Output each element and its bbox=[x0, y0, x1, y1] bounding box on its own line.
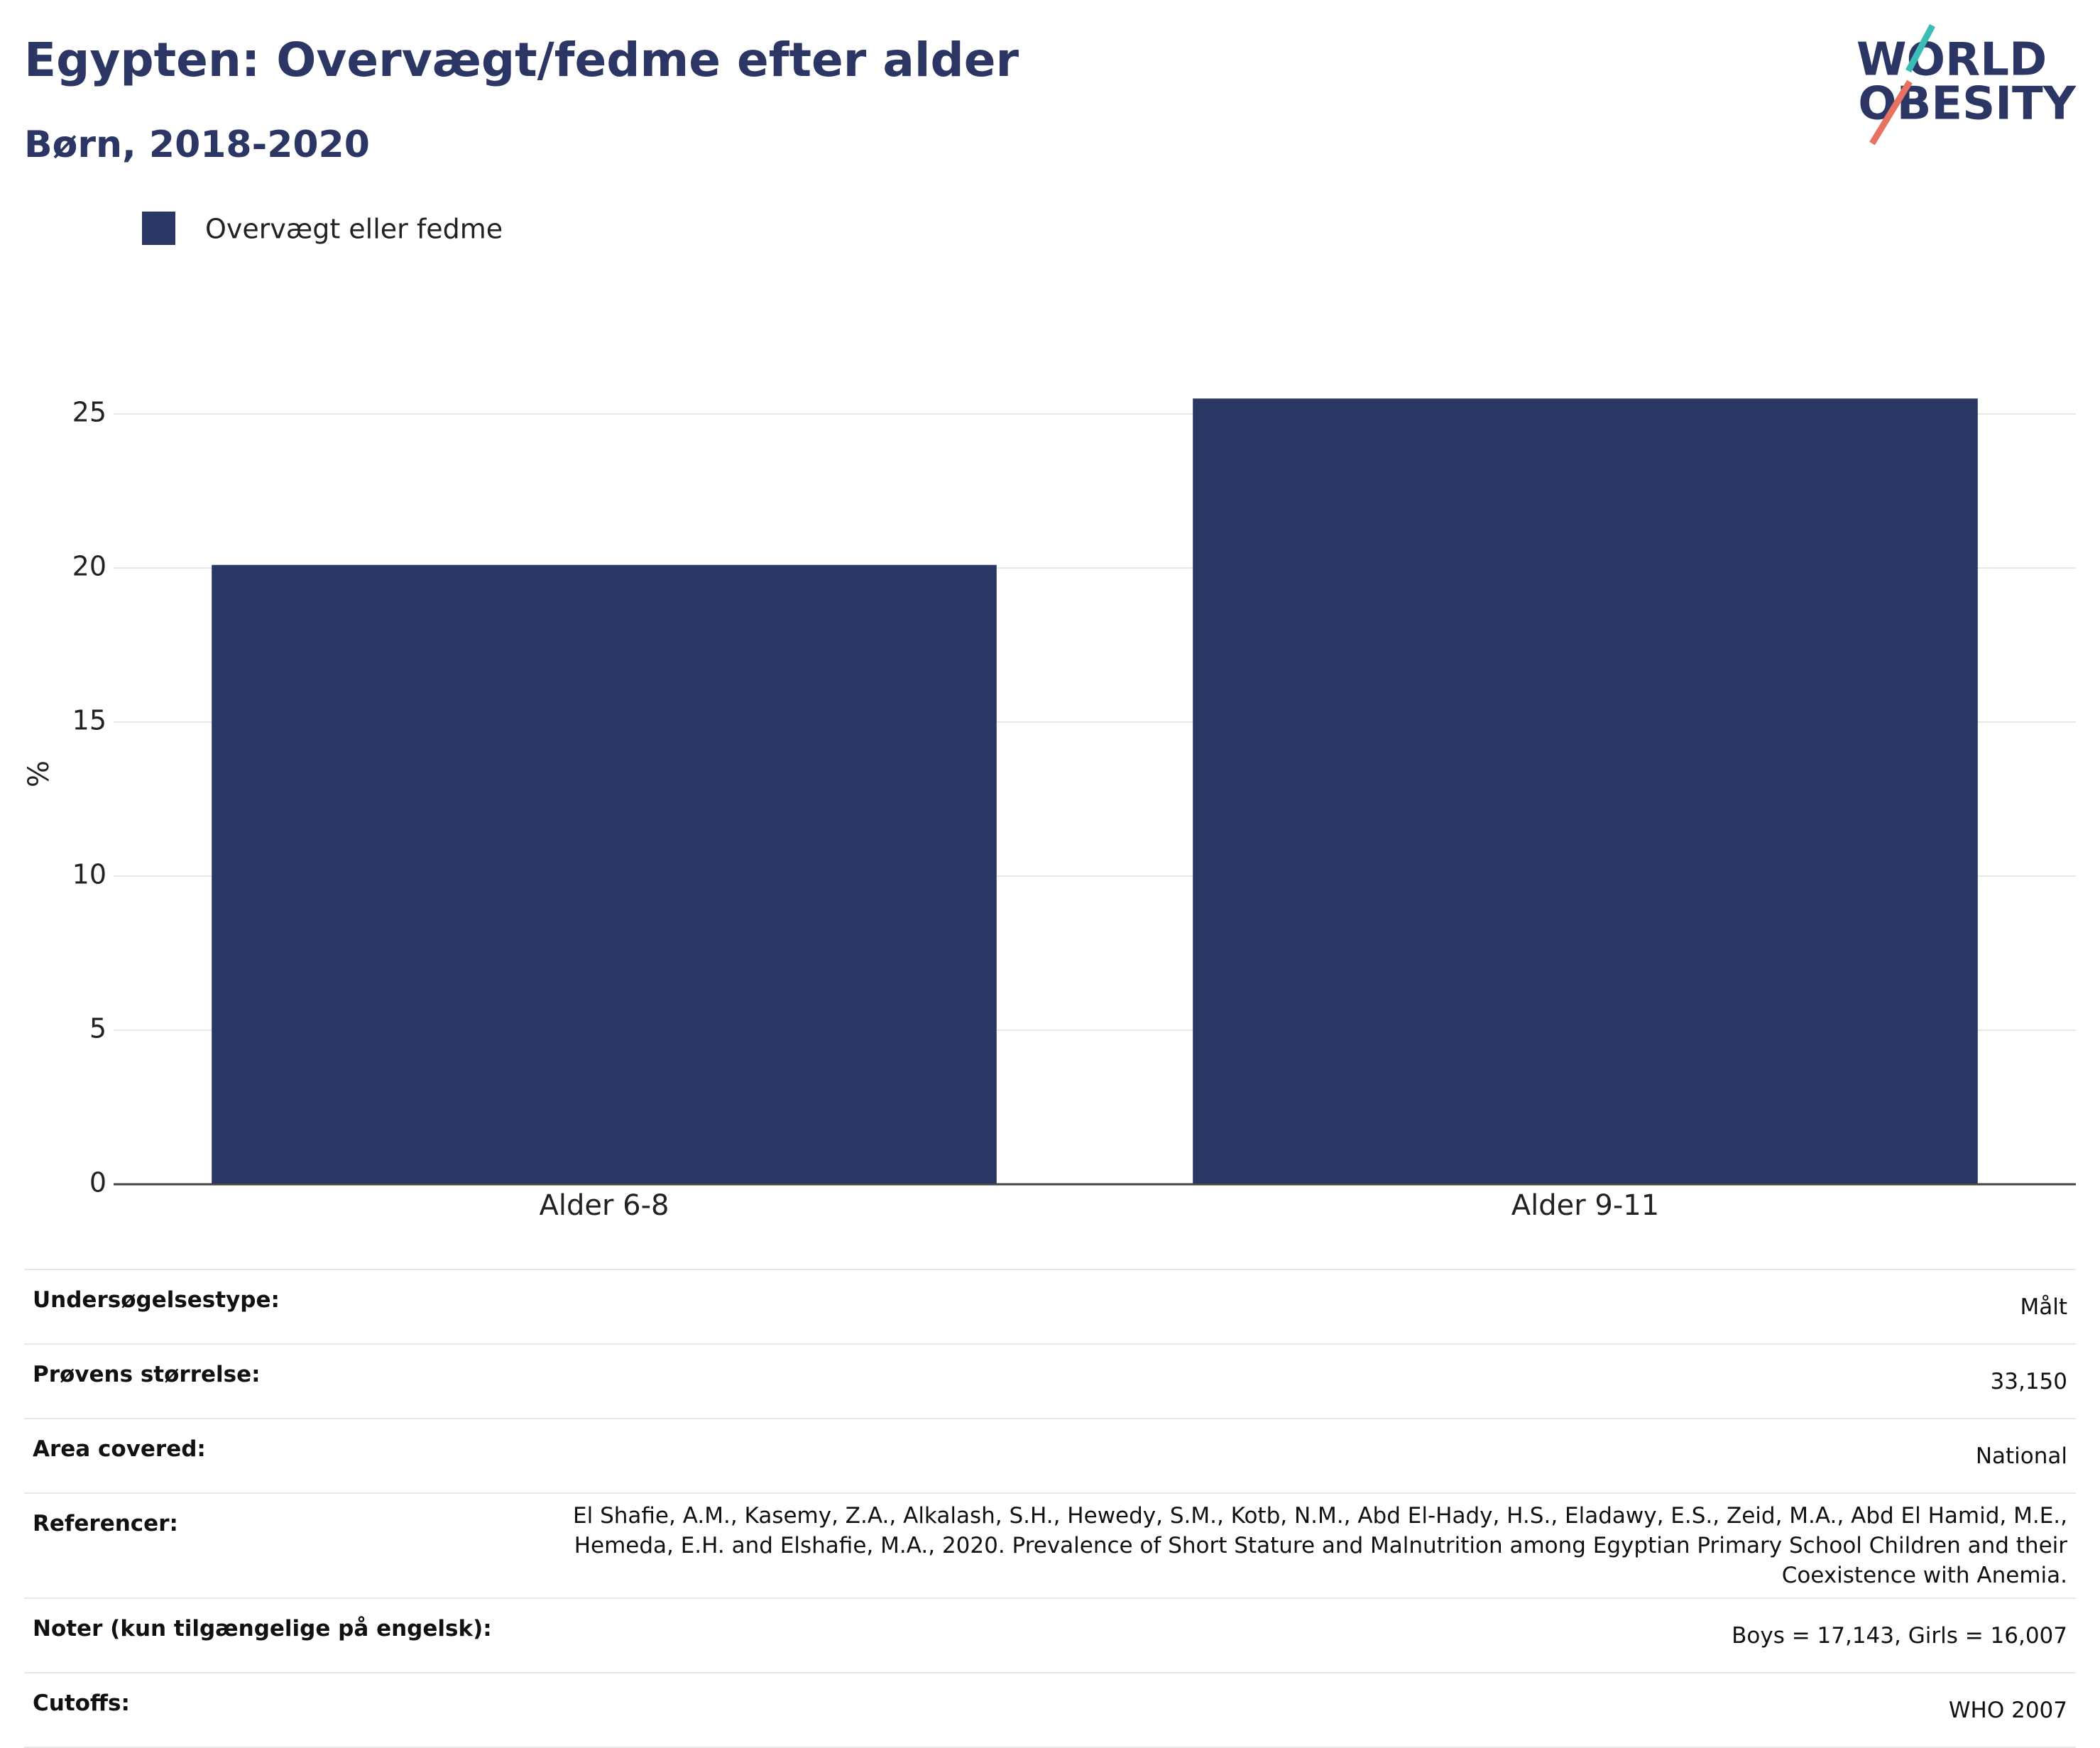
info-key: Referencer: bbox=[24, 1492, 506, 1599]
y-tick-label: 10 bbox=[72, 859, 106, 890]
info-value: Målt bbox=[505, 1269, 2076, 1345]
info-value: National bbox=[505, 1418, 2076, 1494]
info-row: Prøvens størrelse: 33,150 bbox=[24, 1343, 2076, 1419]
bar bbox=[212, 564, 997, 1184]
info-text: Noter (kun tilgængelige på engelsk): bbox=[33, 1616, 492, 1642]
y-axis-title: % bbox=[23, 760, 55, 787]
info-key: Undersøgelsestype: bbox=[24, 1269, 506, 1345]
info-value: 33,150 bbox=[505, 1343, 2076, 1419]
info-text: 33,150 bbox=[1990, 1368, 2067, 1394]
info-row: Area covered: National bbox=[24, 1418, 2076, 1494]
logo-slash bbox=[1905, 23, 1935, 73]
y-tick-label: 20 bbox=[72, 551, 106, 582]
info-text: Prøvens størrelse: bbox=[33, 1362, 261, 1387]
info-text: El Shafie, A.M., Kasemy, Z.A., Alkalash,… bbox=[573, 1503, 2067, 1588]
info-text: Cutoffs: bbox=[33, 1690, 130, 1716]
info-text: Referencer: bbox=[33, 1511, 178, 1536]
logo-slash bbox=[1869, 80, 1913, 146]
chart-title: Egypten: Overvægt/fedme efter alder bbox=[24, 33, 1019, 87]
info-row: Cutoffs: WHO 2007 bbox=[24, 1672, 2076, 1748]
info-key: Prøvens størrelse: bbox=[24, 1343, 506, 1419]
info-text: Målt bbox=[2020, 1294, 2067, 1320]
info-text: Boys = 17,143, Girls = 16,007 bbox=[1732, 1622, 2067, 1649]
logo-text: WORLD bbox=[1856, 34, 2047, 87]
bar bbox=[1193, 398, 1978, 1184]
chart-subtitle: Børn, 2018-2020 bbox=[24, 124, 370, 166]
info-table: Undersøgelsestype: Målt Prøvens størrelse:… bbox=[24, 1269, 2076, 1748]
y-tick-label: 15 bbox=[72, 705, 106, 736]
info-row: Undersøgelsestype: Målt bbox=[24, 1269, 2076, 1345]
x-tick-label: Alder 9-11 bbox=[1511, 1189, 1659, 1222]
y-tick-label: 25 bbox=[72, 397, 106, 428]
legend-label: Overvægt eller fedme bbox=[205, 214, 503, 245]
info-row: Noter (kun tilgængelige på engelsk): Boys… bbox=[24, 1597, 2076, 1673]
info-value: WHO 2007 bbox=[505, 1672, 2076, 1748]
info-row: Referencer: El Shafie, A.M., Kasemy, Z.A.… bbox=[24, 1492, 2076, 1599]
logo-text: OBESITY bbox=[1858, 78, 2076, 131]
info-key: Area covered: bbox=[24, 1418, 506, 1494]
info-value: El Shafie, A.M., Kasemy, Z.A., Alkalash,… bbox=[505, 1492, 2076, 1599]
info-text: National bbox=[1975, 1443, 2067, 1469]
info-text: Undersøgelsestype: bbox=[33, 1287, 280, 1313]
x-tick-label: Alder 6-8 bbox=[540, 1189, 669, 1222]
info-text: WHO 2007 bbox=[1948, 1697, 2067, 1723]
info-key: Cutoffs: bbox=[24, 1672, 506, 1748]
info-value: Boys = 17,143, Girls = 16,007 bbox=[505, 1597, 2076, 1673]
info-text: Area covered: bbox=[33, 1436, 206, 1462]
legend-swatch bbox=[142, 212, 175, 245]
y-tick-label: 0 bbox=[89, 1167, 106, 1198]
info-key: Noter (kun tilgængelige på engelsk): bbox=[24, 1597, 506, 1673]
logo: WORLD OBESITY bbox=[1856, 23, 2077, 146]
chart: Egypten: Overvægt/fedme efter alder Børn… bbox=[23, 23, 2077, 1222]
y-tick-label: 5 bbox=[89, 1013, 106, 1044]
